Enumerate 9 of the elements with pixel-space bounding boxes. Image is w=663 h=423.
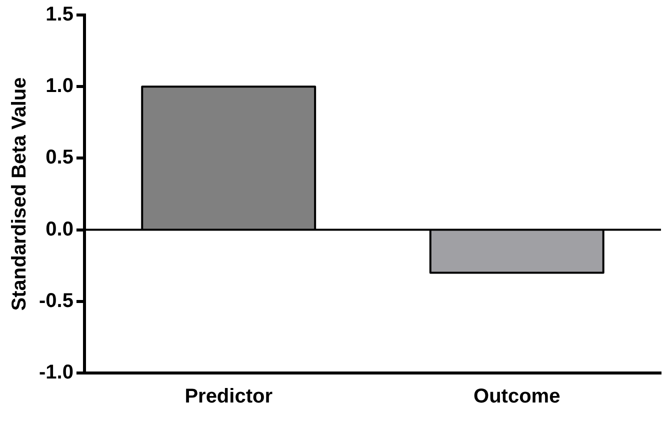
- x-tick-label: Predictor: [184, 386, 273, 408]
- y-tick-label: 0.0: [46, 218, 74, 240]
- y-tick-label: 1.0: [46, 75, 74, 98]
- x-tick-label: Outcome: [474, 386, 560, 408]
- y-axis-title: Standardised Beta Value: [8, 77, 31, 311]
- y-tick-label: -0.5: [38, 290, 74, 312]
- y-tick-label: 1.5: [46, 4, 74, 26]
- y-tick-label: 0.5: [46, 146, 74, 169]
- y-tick-label: -1.0: [38, 362, 74, 384]
